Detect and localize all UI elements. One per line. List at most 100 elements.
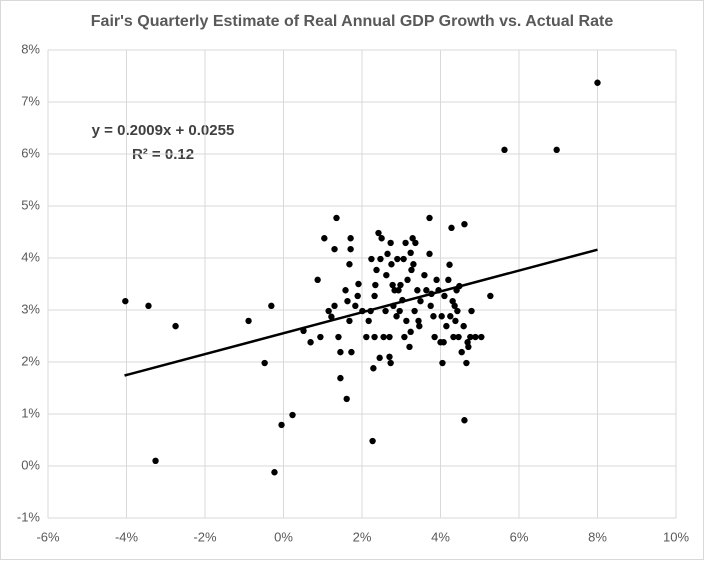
point <box>409 235 416 242</box>
point <box>403 317 410 325</box>
point <box>426 214 433 222</box>
point <box>380 333 387 341</box>
point <box>408 266 415 274</box>
point <box>463 359 470 367</box>
point <box>355 280 362 288</box>
point <box>271 469 278 476</box>
x-tick-label: 4% <box>431 529 450 544</box>
point <box>431 333 438 341</box>
point <box>410 261 417 268</box>
point <box>406 343 413 351</box>
point <box>448 224 455 232</box>
point <box>445 276 452 284</box>
point <box>443 322 450 330</box>
point <box>382 307 389 315</box>
point <box>399 296 406 304</box>
point <box>145 302 152 310</box>
point <box>363 333 370 341</box>
point <box>390 302 397 310</box>
point <box>412 239 419 247</box>
point <box>387 359 394 367</box>
point <box>423 287 430 294</box>
point <box>386 353 393 360</box>
point <box>386 333 393 341</box>
chart-title: Fair's Quarterly Estimate of Real Annual… <box>91 13 614 30</box>
point <box>455 333 462 341</box>
point <box>383 271 390 279</box>
point <box>373 266 380 274</box>
point <box>371 333 378 341</box>
point <box>289 411 296 419</box>
y-tick-label: 0% <box>21 457 40 472</box>
point <box>375 229 382 237</box>
point <box>371 292 378 300</box>
point <box>456 282 463 290</box>
point <box>401 333 408 341</box>
point <box>354 292 361 300</box>
y-tick-label: 8% <box>21 41 40 56</box>
point <box>501 146 508 154</box>
point <box>427 302 434 310</box>
point <box>415 317 422 325</box>
point <box>342 287 349 294</box>
point <box>450 333 457 341</box>
y-tick-label: -1% <box>17 509 41 524</box>
point <box>472 333 479 341</box>
point <box>414 287 421 294</box>
point <box>467 333 474 341</box>
point <box>426 250 433 258</box>
point <box>384 250 391 258</box>
y-tick-label: 6% <box>21 145 40 160</box>
point <box>461 221 468 228</box>
point <box>278 421 285 429</box>
point <box>372 281 379 289</box>
point <box>478 333 485 341</box>
point <box>458 348 465 356</box>
point <box>367 307 374 315</box>
point <box>441 292 448 300</box>
point <box>348 348 355 356</box>
point <box>402 239 409 247</box>
x-tick-label: 0% <box>274 529 293 544</box>
point <box>347 245 354 253</box>
point <box>428 290 435 298</box>
point <box>346 317 353 325</box>
point <box>397 281 404 289</box>
point <box>387 239 394 247</box>
point <box>152 457 159 464</box>
point <box>411 307 418 315</box>
point <box>447 313 454 320</box>
point <box>328 313 335 320</box>
point <box>122 297 129 305</box>
point <box>393 313 400 320</box>
point <box>333 214 340 222</box>
y-tick-label: 7% <box>21 93 40 108</box>
point <box>400 255 407 263</box>
x-tick-label: -6% <box>36 529 60 544</box>
point <box>394 255 401 263</box>
point <box>440 339 447 346</box>
point <box>268 302 275 310</box>
point <box>368 255 375 263</box>
point <box>337 374 344 382</box>
point <box>317 333 324 341</box>
point <box>407 249 414 256</box>
point <box>430 313 437 320</box>
point <box>460 322 467 330</box>
point <box>452 317 459 325</box>
point <box>331 302 338 310</box>
point <box>321 235 328 242</box>
point <box>376 354 383 362</box>
point <box>344 297 351 305</box>
point <box>307 339 314 346</box>
y-tick-label: 5% <box>21 197 40 212</box>
point <box>300 327 307 334</box>
point <box>553 146 560 154</box>
y-tick-label: 4% <box>21 249 40 264</box>
x-tick-label: -2% <box>193 529 217 544</box>
point <box>314 276 321 284</box>
point <box>172 322 179 330</box>
point <box>417 297 424 305</box>
point <box>465 343 472 351</box>
